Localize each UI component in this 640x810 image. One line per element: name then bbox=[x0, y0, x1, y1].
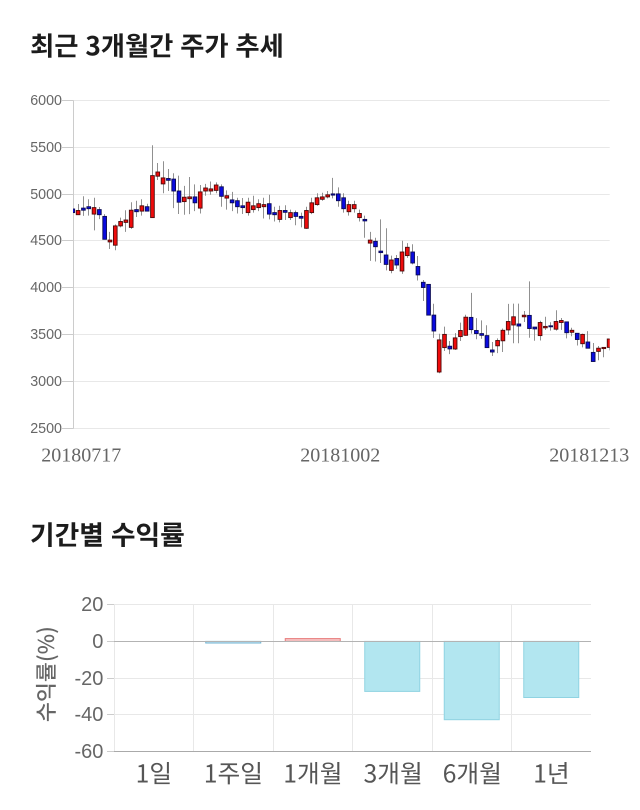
svg-text:4500: 4500 bbox=[30, 233, 62, 249]
svg-text:6000: 6000 bbox=[30, 93, 62, 109]
svg-text:20181213: 20181213 bbox=[549, 445, 629, 467]
svg-text:2500: 2500 bbox=[30, 421, 62, 437]
svg-text:20181002: 20181002 bbox=[300, 445, 380, 467]
svg-text:3000: 3000 bbox=[30, 374, 62, 390]
svg-text:5000: 5000 bbox=[30, 187, 62, 203]
svg-text:-40: -40 bbox=[74, 704, 103, 726]
svg-text:4000: 4000 bbox=[30, 280, 62, 296]
svg-text:0: 0 bbox=[92, 631, 103, 653]
svg-text:-20: -20 bbox=[74, 668, 103, 690]
svg-text:3500: 3500 bbox=[30, 327, 62, 343]
svg-text:5500: 5500 bbox=[30, 140, 62, 156]
svg-text:20180717: 20180717 bbox=[41, 445, 121, 467]
svg-text:-60: -60 bbox=[74, 741, 103, 763]
svg-text:20: 20 bbox=[81, 594, 103, 616]
